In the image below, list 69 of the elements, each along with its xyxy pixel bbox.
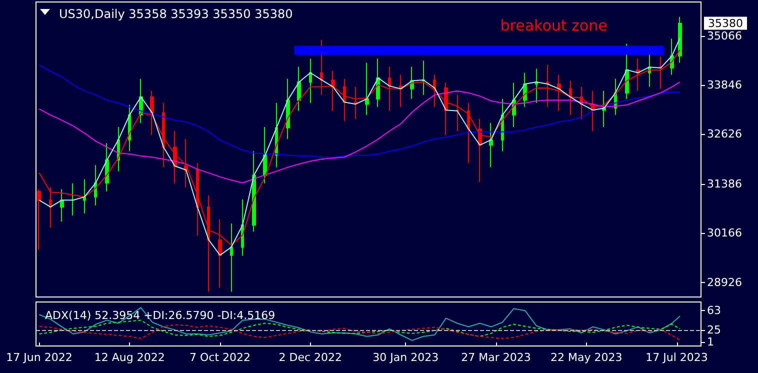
candlestick (569, 80, 572, 116)
y-tick-label: 28926 (707, 276, 742, 290)
candlestick (678, 16, 682, 64)
candlestick (580, 86, 583, 120)
line-series (38, 307, 681, 341)
x-tick-label: 27 Mar 2023 (461, 351, 531, 364)
x-tick-label: 30 Jan 2023 (372, 351, 439, 364)
candlestick (591, 90, 595, 132)
y-tick-label: 35066 (707, 29, 742, 42)
candlestick (535, 68, 538, 104)
candlestick (150, 90, 154, 136)
candlestick (365, 62, 369, 116)
candlestick (478, 118, 482, 183)
candlestick (467, 102, 470, 164)
line-series (38, 324, 681, 340)
candlestick (331, 70, 335, 112)
candlestick (263, 126, 267, 184)
candlestick (444, 82, 448, 136)
x-tick-label: 17 Jul 2023 (646, 351, 708, 364)
candlestick (376, 58, 380, 108)
candlestick (659, 56, 662, 90)
candlestick (49, 186, 52, 228)
candlestick (83, 178, 86, 214)
line-series (38, 81, 681, 184)
candlestick (105, 142, 109, 192)
line-series (38, 64, 681, 158)
x-tick-label: 7 Oct 2022 (189, 351, 251, 364)
annotation: 35380 (708, 16, 743, 30)
chart-title: US30,Daily 35358 35393 35350 35380 (59, 7, 293, 21)
x-tick-label: 12 Aug 2022 (94, 351, 165, 364)
candlestick (162, 102, 165, 168)
y-tick-label: 33846 (707, 78, 742, 92)
candlestick (456, 94, 459, 132)
x-tick-label: 2 Dec 2022 (278, 351, 342, 364)
candlestick (60, 188, 64, 222)
candlestick (433, 74, 436, 108)
candlestick (489, 122, 493, 168)
annotation: breakout zone (500, 16, 608, 34)
candlestick (196, 162, 199, 236)
candlestick (501, 98, 504, 152)
candlestick (388, 66, 391, 112)
y-tick-label: 63 (707, 304, 721, 318)
candlestick (648, 54, 651, 88)
candlestick (241, 198, 244, 256)
candlestick (354, 86, 357, 120)
candlestick (286, 78, 290, 140)
y-tick-label: 30166 (707, 226, 742, 240)
candlestick (546, 64, 549, 108)
candlestick (37, 188, 41, 250)
line-series (38, 320, 681, 337)
candlestick (297, 66, 301, 112)
y-tick-label: 32626 (707, 127, 742, 140)
candlestick (399, 74, 403, 108)
candlestick (94, 164, 97, 206)
candlestick (184, 138, 188, 188)
candlestick (557, 74, 561, 112)
x-tick-label: 22 May 2023 (550, 351, 622, 364)
y-tick-label: 1 (707, 335, 714, 348)
candlestick (422, 60, 425, 96)
candlestick (343, 78, 346, 122)
candlestick (252, 150, 256, 232)
y-tick-label: 31386 (707, 177, 742, 190)
candlestick (602, 90, 606, 128)
candlestick (230, 222, 233, 292)
candlestick (173, 130, 177, 184)
y-tick-label: 25 (707, 323, 721, 336)
candlestick (636, 58, 640, 92)
x-tick-label: 17 Jun 2022 (6, 351, 72, 364)
candlestick (309, 58, 312, 104)
